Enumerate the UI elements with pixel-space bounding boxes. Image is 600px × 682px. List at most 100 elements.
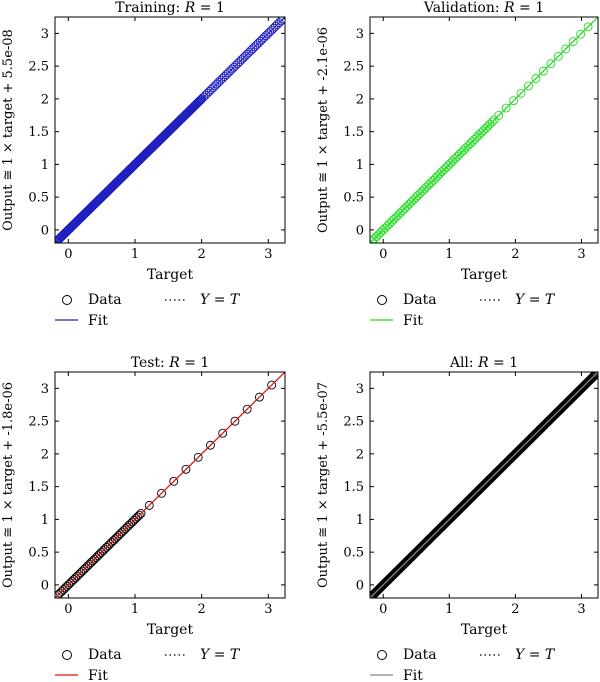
- data-point: [110, 534, 120, 544]
- data-point: [76, 568, 86, 578]
- data-point: [553, 51, 563, 61]
- data-point: [83, 561, 93, 571]
- data-point: [115, 529, 125, 539]
- data-point: [501, 103, 511, 113]
- data-point: [278, 17, 285, 24]
- data-point: [242, 404, 252, 414]
- data-point: [122, 522, 132, 532]
- x-tick-label: 2: [198, 602, 206, 617]
- data-point: [105, 539, 115, 549]
- data-point: [71, 573, 81, 583]
- x-tick-label: 1: [131, 247, 139, 262]
- data-point: [590, 372, 598, 380]
- legend-data-marker: [377, 650, 387, 660]
- y-axis-label: Output ≅ 1 × target + 5.5e-08: [1, 29, 16, 231]
- data-point: [157, 488, 166, 498]
- legend: Data Y = T Fit: [370, 647, 556, 682]
- y-axis-label: Output ≅ 1 × target + -2.1e-06: [316, 27, 331, 233]
- data-point: [55, 590, 63, 598]
- data-point: [144, 500, 154, 510]
- data-point: [546, 59, 556, 69]
- legend: Data Y = T Fit: [370, 292, 556, 329]
- x-axis-label: Target: [461, 622, 508, 638]
- x-tick-label: 1: [445, 247, 453, 262]
- data-point: [276, 17, 285, 26]
- data-markers: [370, 372, 598, 598]
- data-point: [84, 559, 94, 569]
- y-tick-label: 1: [356, 513, 364, 528]
- legend-data-label: Data: [403, 647, 437, 663]
- panel-4: All: R = 1 0 1 2 3 0 0.5 1 1.5 2 2.5 3 Target Output …: [316, 355, 599, 682]
- y-tick-label: 2: [356, 447, 364, 462]
- data-point: [133, 512, 143, 522]
- data-point: [112, 532, 122, 542]
- axes-box: [54, 371, 286, 599]
- data-point: [131, 514, 141, 524]
- data-point: [494, 110, 504, 120]
- x-tick-label: 0: [64, 602, 72, 617]
- data-point: [64, 580, 74, 590]
- data-point: [568, 37, 578, 47]
- y-tick-label: 0: [41, 578, 49, 593]
- legend-fit-label: Fit: [88, 313, 108, 329]
- data-point: [169, 476, 179, 486]
- fit-line: [55, 372, 285, 598]
- fit-line: [370, 17, 598, 243]
- data-point: [93, 551, 103, 561]
- legend-data-label: Data: [88, 647, 122, 663]
- panel-title: Test: R = 1: [131, 355, 210, 371]
- y-tick-label: 2.5: [28, 60, 49, 75]
- legend-identity-label: Y = T: [200, 647, 241, 663]
- data-point: [487, 117, 497, 127]
- data-point: [588, 373, 597, 382]
- x-tick-label: 0: [379, 602, 387, 617]
- y-tick-label: 2: [41, 447, 49, 462]
- data-point: [127, 517, 137, 527]
- data-point: [74, 569, 84, 579]
- y-tick-label: 3: [356, 382, 364, 397]
- y-axis-label: Output ≅ 1 × target + -1.8e-06: [1, 382, 16, 588]
- y-tick-label: 0.5: [343, 546, 364, 561]
- x-axis-label: Target: [147, 267, 194, 283]
- y-tick-label: 3: [41, 27, 49, 42]
- data-point: [181, 464, 191, 474]
- legend-fit-label: Fit: [403, 668, 423, 682]
- x-tick-label: 2: [198, 247, 206, 262]
- x-tick-label: 1: [131, 602, 139, 617]
- data-point: [126, 519, 136, 529]
- y-tick-label: 1: [356, 158, 364, 173]
- legend-data-label: Data: [88, 292, 122, 308]
- y-tick-label: 0: [356, 223, 364, 238]
- data-point: [108, 536, 118, 546]
- x-tick-label: 0: [64, 247, 72, 262]
- data-point: [103, 541, 113, 551]
- panel-3: Test: R = 1 0 1 2 3 0 0.5 1 1.5 2 2.5 3 Target Output…: [1, 355, 286, 682]
- data-point: [119, 525, 129, 535]
- data-point: [538, 66, 548, 76]
- data-point: [69, 575, 79, 584]
- data-point: [124, 520, 134, 530]
- data-point: [117, 527, 127, 537]
- x-tick-label: 3: [264, 247, 272, 262]
- data-point: [62, 581, 72, 591]
- y-tick-label: 2: [41, 92, 49, 107]
- data-point: [100, 544, 110, 554]
- panel-title: Validation: R = 1: [423, 0, 544, 16]
- data-point: [129, 515, 139, 525]
- data-point: [194, 97, 204, 107]
- y-tick-label: 2.5: [343, 415, 364, 430]
- x-tick-label: 3: [577, 602, 585, 617]
- data-point: [588, 372, 598, 382]
- data-point: [102, 542, 112, 552]
- data-point: [57, 586, 67, 596]
- y-tick-label: 3: [356, 27, 364, 42]
- y-tick-label: 0: [41, 223, 49, 238]
- x-axis-label: Target: [461, 267, 508, 283]
- data-point: [561, 44, 571, 54]
- data-point: [91, 553, 101, 562]
- data-point: [134, 510, 144, 520]
- y-axis-label: Output ≅ 1 × target + -5.5e-07: [316, 382, 331, 588]
- data-point: [88, 556, 98, 566]
- data-point: [59, 585, 68, 595]
